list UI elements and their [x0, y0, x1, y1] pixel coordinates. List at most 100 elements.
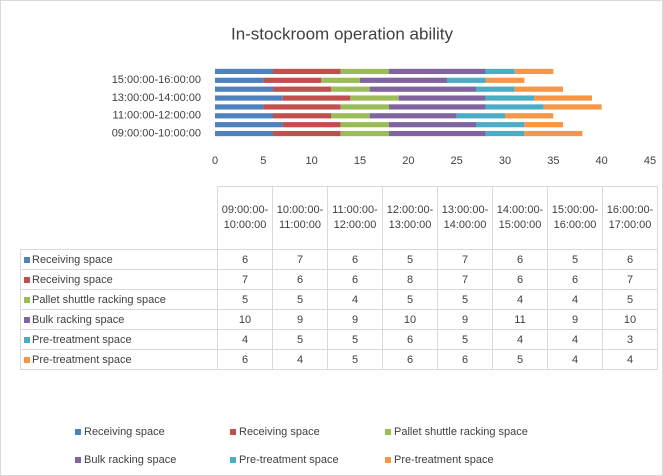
bar-segment — [524, 122, 563, 128]
table-cell: 5 — [327, 329, 383, 350]
bar-segment — [389, 130, 486, 137]
table-cell: 11 — [492, 309, 548, 330]
x-tick-label: 40 — [596, 155, 608, 167]
table-cell: 6 — [602, 249, 658, 270]
legend-label: Receiving space — [239, 426, 320, 438]
bar-segment — [215, 104, 264, 110]
table-cell: 5 — [382, 289, 438, 310]
table-cell: 5 — [437, 289, 493, 310]
y-tick-label: 09:00:00-10:00:00 — [112, 127, 201, 139]
y-tick-label: 11:00:00-12:00:00 — [113, 110, 201, 122]
table-header-cell: 13:00:00-14:00:00 — [437, 186, 493, 250]
table-row: Pallet shuttle racking space 5 5 4 5 5 4 4 5 — [20, 289, 658, 310]
bar-segment — [476, 86, 515, 92]
table-cell: 5 — [437, 329, 493, 350]
table-cell: 6 — [272, 269, 328, 290]
x-tick-label: 15 — [354, 155, 366, 167]
x-tick-label: 10 — [306, 155, 318, 167]
table-header-cell: 16:00:00-17:00:00 — [602, 186, 658, 250]
x-tick-label: 0 — [212, 155, 218, 167]
table-cell: 6 — [382, 329, 438, 350]
legend-label: Bulk racking space — [84, 454, 176, 466]
legend-label: Pre-treatment space — [239, 454, 339, 466]
table-cell: 3 — [602, 329, 658, 350]
bar-segment — [360, 77, 447, 83]
table-cell: 8 — [382, 269, 438, 290]
legend-swatch — [230, 457, 236, 463]
table-row: Bulk racking space 10 9 9 10 9 11 9 10 — [20, 309, 658, 330]
legend-key — [24, 276, 30, 283]
table-header-row: 09:00:00-10:00:00 10:00:00-11:00:00 11:00:… — [20, 186, 658, 250]
bar-segment — [389, 68, 486, 75]
legend-swatch — [75, 429, 81, 435]
x-tick-label: 30 — [499, 155, 511, 167]
table-cell: 5 — [602, 289, 658, 310]
table-cell: 6 — [217, 349, 273, 370]
table-cell: 4 — [217, 329, 273, 350]
data-table: 09:00:00-10:00:00 10:00:00-11:00:00 11:00:… — [20, 186, 658, 370]
table-row-label: Bulk racking space — [20, 309, 218, 330]
table-cell: 4 — [272, 349, 328, 370]
bar-segment — [524, 130, 583, 137]
legend-swatch — [385, 457, 391, 463]
table-row: Pre-treatment space 6 4 5 6 6 5 4 4 — [20, 349, 658, 370]
table-cell: 4 — [492, 329, 548, 350]
y-tick-label: 15:00:00-16:00:00 — [112, 74, 201, 86]
series-name: Receiving space — [32, 273, 113, 286]
legend-swatch — [75, 457, 81, 463]
bar-segment — [282, 95, 351, 101]
table-cell: 10 — [217, 309, 273, 330]
bar-segment — [398, 95, 486, 101]
y-tick-label: 13:00:00-14:00:00 — [112, 92, 201, 104]
table-row-label: Pallet shuttle racking space — [20, 289, 218, 310]
x-tick-label: 25 — [451, 155, 463, 167]
legend-key — [24, 336, 30, 343]
bar-segment — [263, 77, 322, 83]
table-row: Pre-treatment space 4 5 5 6 5 4 4 3 — [20, 329, 658, 350]
table-row: Receiving space 7 6 6 8 7 6 6 7 — [20, 269, 658, 290]
bar-segment — [369, 113, 457, 119]
bar-segment — [505, 113, 554, 119]
table-cell: 7 — [272, 249, 328, 270]
table-row-label: Pre-treatment space — [20, 349, 218, 370]
bar-segment — [215, 68, 273, 75]
table-corner — [20, 186, 218, 250]
bar-segment — [273, 113, 331, 119]
bar-segment — [273, 86, 331, 92]
table-cell: 5 — [547, 249, 603, 270]
bar-segment — [273, 130, 341, 137]
series-name: Receiving space — [32, 253, 113, 266]
bar-segment — [273, 68, 341, 75]
legend-key — [24, 256, 30, 263]
legend-label: Pre-treatment space — [394, 454, 494, 466]
bar-segment — [340, 68, 389, 75]
bar-segment — [389, 104, 486, 110]
table-cell: 6 — [382, 349, 438, 370]
table-cell: 10 — [382, 309, 438, 330]
series-name: Pre-treatment space — [32, 333, 132, 346]
table-row-label: Receiving space — [20, 269, 218, 290]
series-name: Bulk racking space — [32, 313, 125, 326]
bar-segment — [340, 130, 389, 137]
bar-segment — [215, 77, 264, 83]
x-tick-label: 35 — [547, 155, 559, 167]
table-cell: 9 — [547, 309, 603, 330]
bar-segment — [215, 122, 283, 128]
bar-segment — [456, 113, 505, 119]
legend-key — [24, 296, 30, 303]
bar-segment — [447, 77, 486, 83]
table-row-label: Pre-treatment space — [20, 329, 218, 350]
table-header-cell: 09:00:00-10:00:00 — [217, 186, 273, 250]
bar-segment — [350, 95, 399, 101]
bar-segment — [369, 86, 476, 92]
table-header-cell: 15:00:00-16:00:00 — [547, 186, 603, 250]
table-cell: 5 — [492, 349, 548, 370]
table-cell: 4 — [547, 329, 603, 350]
bar-segment — [282, 122, 341, 128]
table-cell: 6 — [327, 269, 383, 290]
bar-segment — [389, 122, 476, 128]
bar-segment — [514, 86, 563, 92]
table-cell: 7 — [437, 249, 493, 270]
x-tick-label: 5 — [260, 155, 266, 167]
bar-segment — [485, 77, 525, 83]
